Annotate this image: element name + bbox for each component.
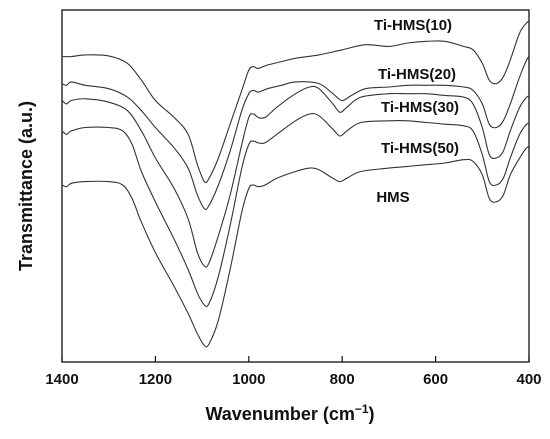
series-label: Ti-HMS(10) <box>374 17 452 34</box>
series-labels: Ti-HMS(10) Ti-HMS(20) Ti-HMS(30) Ti-HMS(50)… <box>374 17 459 206</box>
series-label: Ti-HMS(20) <box>378 66 456 83</box>
series-label: Ti-HMS(50) <box>381 140 459 157</box>
x-axis-ticks: 1400 1200 1000 800 600 400 <box>45 356 542 388</box>
x-axis-title: Wavenumber (cm−1) <box>205 402 374 424</box>
x-tick-label: 1400 <box>45 371 78 388</box>
series-line-ti-hms-30 <box>61 85 530 268</box>
x-tick-label: 1200 <box>139 371 172 388</box>
x-tick-label: 800 <box>330 371 355 388</box>
x-tick-label: 600 <box>423 371 448 388</box>
series-line-ti-hms-20 <box>61 56 530 210</box>
x-tick-label: 400 <box>516 371 541 388</box>
series-line-hms <box>61 146 530 348</box>
series-label: HMS <box>376 189 409 206</box>
series-curves <box>61 20 530 348</box>
plot-frame <box>61 9 530 363</box>
series-line-ti-hms-10 <box>61 20 530 184</box>
y-axis-title: Transmittance (a.u.) <box>16 101 36 271</box>
x-tick-label: 1000 <box>232 371 265 388</box>
series-line-ti-hms-50 <box>61 112 530 308</box>
x-axis-title-superscript: −1 <box>355 402 369 416</box>
series-label: Ti-HMS(30) <box>381 99 459 116</box>
